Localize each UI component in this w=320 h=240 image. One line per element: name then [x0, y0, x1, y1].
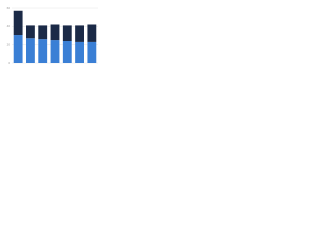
bar-segment — [13, 10, 23, 36]
bar-segment — [50, 24, 60, 41]
y-tick-label: 60 — [7, 6, 11, 10]
bar-segment — [62, 25, 72, 41]
bar-segment — [75, 25, 84, 42]
bar-segment — [26, 25, 35, 39]
bar-segment — [75, 41, 84, 63]
bar-segment — [13, 35, 23, 63]
chart: 0 20 40 60 — [7, 6, 98, 65]
bar-segment — [87, 41, 97, 63]
bar-segment — [62, 41, 72, 63]
y-tick-label: 40 — [7, 24, 11, 28]
y-tick-label: 20 — [7, 42, 11, 46]
bar-segment — [50, 40, 60, 63]
bar-segment — [87, 24, 97, 42]
bar-segment — [38, 39, 48, 63]
bar-segment — [26, 38, 35, 63]
bar-segment — [38, 25, 48, 40]
y-tick-label: 0 — [8, 61, 10, 65]
